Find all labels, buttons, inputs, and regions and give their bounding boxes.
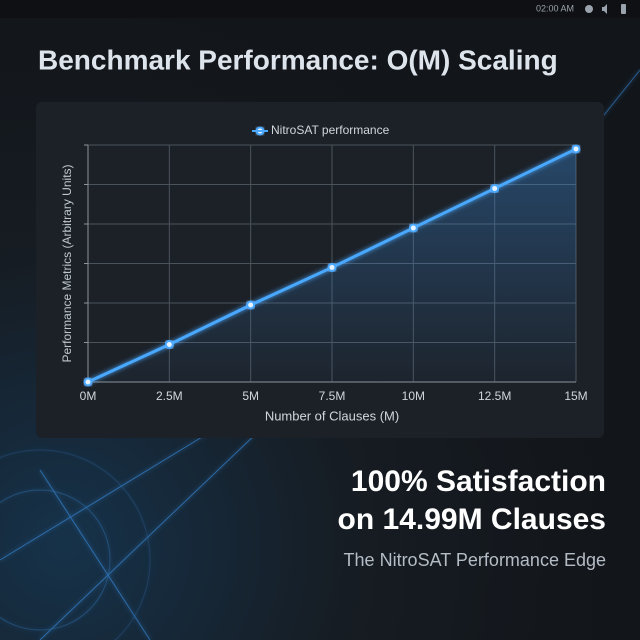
decor-lines <box>0 69 640 640</box>
point <box>83 377 93 387</box>
x-tick-label: 12.5M <box>478 389 511 403</box>
legend-label: NitroSAT performance <box>271 123 390 137</box>
headline: on 14.99M Clauses <box>338 503 606 536</box>
point <box>327 262 337 272</box>
point <box>246 300 256 310</box>
chart: 0M 2.5M 5M 7.5M 10M 12.5M 15M Number of Clauses… <box>60 123 588 423</box>
x-tick-label: 10M <box>402 389 425 403</box>
x-tick-label: 7.5M <box>319 389 346 403</box>
page-title: Benchmark Performance: O(M) Scaling <box>38 44 558 75</box>
x-tick-label: 5M <box>242 389 259 403</box>
volume-icon <box>602 4 607 14</box>
x-tick-label: 0M <box>80 389 97 403</box>
x-tick-label: 2.5M <box>156 389 183 403</box>
x-axis-label: Number of Clauses (M) <box>265 408 399 423</box>
clock: 02:00 AM <box>536 3 574 13</box>
headline: 100% Satisfaction <box>351 465 606 498</box>
battery-icon <box>621 4 626 14</box>
point <box>408 223 418 233</box>
x-tick-label: 15M <box>564 389 587 403</box>
y-axis-label: Performance Metrics (Arbitrary Units) <box>60 164 74 362</box>
area <box>88 148 576 382</box>
point <box>571 144 581 154</box>
status-bar <box>0 0 640 18</box>
status-icon <box>585 5 593 13</box>
point <box>490 183 500 193</box>
tagline: The NitroSAT Performance Edge <box>344 550 606 570</box>
point <box>164 339 174 349</box>
